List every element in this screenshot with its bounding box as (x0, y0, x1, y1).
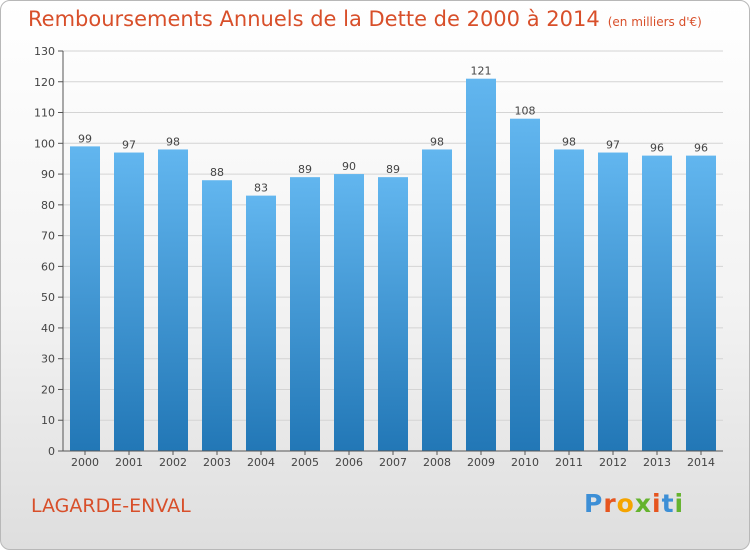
y-tick-label: 120 (34, 76, 55, 89)
logo-letter: o (616, 489, 635, 518)
logo-letter: r (603, 489, 617, 518)
x-tick-label: 2014 (687, 456, 715, 469)
x-tick-label: 2010 (511, 456, 539, 469)
y-tick-label: 100 (34, 137, 55, 150)
logo-letter: t (661, 489, 675, 518)
logo-letter: i (674, 489, 685, 518)
x-tick-label: 2012 (599, 456, 627, 469)
bar (378, 177, 408, 451)
data-label: 89 (386, 163, 400, 176)
bars (70, 78, 716, 452)
x-tick-label: 2011 (555, 456, 583, 469)
x-tick-label: 2009 (467, 456, 495, 469)
proxiti-logo: Proxiti (584, 489, 684, 518)
data-label: 97 (606, 139, 620, 152)
y-tick-label: 90 (41, 168, 55, 181)
logo-letter: i (652, 489, 662, 518)
y-tick-label: 50 (41, 291, 55, 304)
bar (114, 152, 144, 452)
bar (642, 155, 672, 451)
bar (466, 78, 496, 451)
data-label: 98 (430, 135, 444, 148)
x-tick-label: 2004 (247, 456, 275, 469)
axes: 0 10 20 30 40 50 60 70 80 90 100 110 120 130 2000 2001 2… (34, 45, 723, 469)
bar (290, 177, 320, 451)
x-tick-label: 2000 (71, 456, 99, 469)
bar (334, 174, 364, 452)
bar (554, 149, 584, 451)
data-label: 99 (78, 132, 92, 145)
data-label: 121 (471, 65, 492, 78)
y-tick-label: 0 (48, 445, 55, 458)
bar (686, 155, 716, 451)
x-tick-label: 2013 (643, 456, 671, 469)
x-tick-label: 2005 (291, 456, 319, 469)
logo-letter: P (584, 489, 604, 518)
x-tick-label: 2001 (115, 456, 143, 469)
bar (422, 149, 452, 451)
data-label: 108 (515, 105, 536, 118)
y-tick-label: 130 (34, 45, 55, 58)
bar (598, 152, 628, 452)
chart-title: Remboursements Annuels de la Dette de 20… (28, 7, 702, 31)
data-label: 96 (694, 142, 708, 155)
commune-name: LAGARDE-ENVAL (31, 495, 191, 517)
y-tick-label: 20 (41, 383, 55, 396)
y-tick-label: 30 (41, 353, 55, 366)
bar (158, 149, 188, 451)
data-label: 90 (342, 160, 356, 173)
data-label: 96 (650, 142, 664, 155)
x-tick-label: 2003 (203, 456, 231, 469)
data-label: 98 (562, 135, 576, 148)
data-label: 83 (254, 182, 268, 195)
y-tick-label: 40 (41, 322, 55, 335)
bar (70, 146, 100, 451)
bar (202, 180, 232, 451)
bar (246, 195, 276, 451)
data-label: 98 (166, 135, 180, 148)
chart-title-text: Remboursements Annuels de la Dette de 20… (28, 7, 600, 31)
data-label: 89 (298, 163, 312, 176)
y-tick-label: 110 (34, 107, 55, 120)
y-tick-label: 60 (41, 260, 55, 273)
data-labels: 99 97 98 88 83 89 90 89 98 121 108 98 97 96 96 (78, 65, 708, 195)
data-label: 97 (122, 139, 136, 152)
data-label: 88 (210, 166, 224, 179)
x-tick-label: 2002 (159, 456, 187, 469)
x-tick-label: 2008 (423, 456, 451, 469)
x-tick-label: 2007 (379, 456, 407, 469)
y-tick-label: 10 (41, 414, 55, 427)
bar (510, 118, 540, 451)
x-tick-label: 2006 (335, 456, 363, 469)
y-tick-label: 70 (41, 230, 55, 243)
logo-letter: x (634, 489, 652, 518)
chart-unit: (en milliers d'€) (607, 15, 702, 29)
y-tick-label: 80 (41, 199, 55, 212)
